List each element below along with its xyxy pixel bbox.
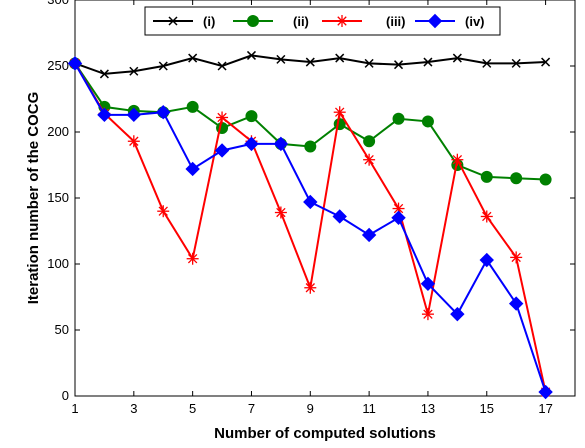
data-point <box>245 110 258 123</box>
legend-marker <box>336 15 348 27</box>
data-point <box>158 61 168 71</box>
data-point <box>304 140 317 153</box>
data-point <box>480 170 493 183</box>
x-tick-label: 11 <box>362 401 376 416</box>
y-tick-label: 0 <box>62 388 69 403</box>
data-point <box>244 136 259 152</box>
x-tick-label: 9 <box>307 401 314 416</box>
data-point <box>393 60 404 70</box>
data-point <box>156 104 171 120</box>
data-point <box>304 281 317 294</box>
y-tick-label: 150 <box>47 190 69 205</box>
series-layer <box>67 50 553 400</box>
data-point <box>67 56 83 71</box>
legend-entry-1: (i) <box>153 14 215 29</box>
data-point <box>214 143 230 158</box>
y-tick-label: 300 <box>47 0 69 7</box>
x-tick-label: 13 <box>421 401 435 416</box>
x-tick-label: 1 <box>71 401 78 416</box>
data-point <box>363 153 376 166</box>
data-point <box>510 172 523 185</box>
y-tick-label: 100 <box>47 256 69 271</box>
data-point <box>450 306 465 322</box>
data-point <box>216 111 229 124</box>
legend-entry-2: (ii) <box>233 14 309 29</box>
data-point <box>126 107 142 123</box>
data-point <box>99 69 109 79</box>
data-point <box>479 252 494 268</box>
series-4 <box>67 56 553 400</box>
data-point <box>217 61 227 71</box>
data-point <box>392 112 405 125</box>
data-point <box>185 161 200 177</box>
data-point <box>480 210 493 223</box>
y-axis-title: Iteration number of the COCG <box>25 92 42 305</box>
legend-entry-4: (iv) <box>415 13 485 29</box>
data-point <box>421 115 434 128</box>
data-point <box>276 54 286 64</box>
data-point <box>451 153 464 166</box>
x-tick-label: 17 <box>538 401 552 416</box>
data-point <box>420 276 436 292</box>
data-point <box>364 58 374 68</box>
data-point <box>423 57 433 67</box>
x-tick-label: 3 <box>130 401 137 416</box>
data-point <box>421 308 434 321</box>
data-point <box>510 251 523 264</box>
data-point <box>335 53 345 63</box>
x-tick-label: 15 <box>480 401 494 416</box>
legend: (i) (ii) (iii) (iv) <box>144 6 501 36</box>
x-tick-label: 7 <box>248 401 255 416</box>
legend-label: (iii) <box>386 14 406 29</box>
data-point <box>539 173 552 186</box>
legend-marker <box>168 16 178 26</box>
data-point <box>361 227 377 243</box>
legend-entry-3: (iii) <box>322 14 406 29</box>
data-point <box>186 100 199 113</box>
series-1 <box>70 50 551 79</box>
data-point <box>538 384 553 400</box>
data-point <box>157 205 170 218</box>
axis-ticks: 1357911131517050100150200250300 <box>47 0 575 416</box>
data-point <box>508 296 524 311</box>
data-point <box>127 135 140 148</box>
data-point <box>541 57 551 67</box>
data-point <box>333 106 346 119</box>
data-point <box>246 50 257 60</box>
legend-marker <box>247 15 259 27</box>
data-point <box>305 57 315 67</box>
data-point <box>188 53 198 63</box>
data-point <box>511 58 521 68</box>
x-axis-title: Number of computed solutions <box>214 425 436 442</box>
y-tick-label: 250 <box>47 58 69 73</box>
legend-marker <box>427 13 443 29</box>
x-tick-label: 5 <box>189 401 196 416</box>
data-point <box>129 66 139 76</box>
data-point <box>391 210 406 226</box>
y-tick-label: 50 <box>55 322 69 337</box>
legend-label: (ii) <box>293 14 309 29</box>
data-point <box>482 58 492 68</box>
y-tick-label: 200 <box>47 124 69 139</box>
data-point <box>332 209 347 224</box>
legend-label: (iv) <box>465 14 485 29</box>
data-point <box>274 206 287 219</box>
data-point <box>303 194 318 210</box>
data-point <box>363 135 376 148</box>
data-point <box>452 53 462 63</box>
data-point <box>97 107 112 123</box>
data-point <box>273 136 289 152</box>
data-point <box>186 252 199 265</box>
legend-label: (i) <box>203 14 215 29</box>
